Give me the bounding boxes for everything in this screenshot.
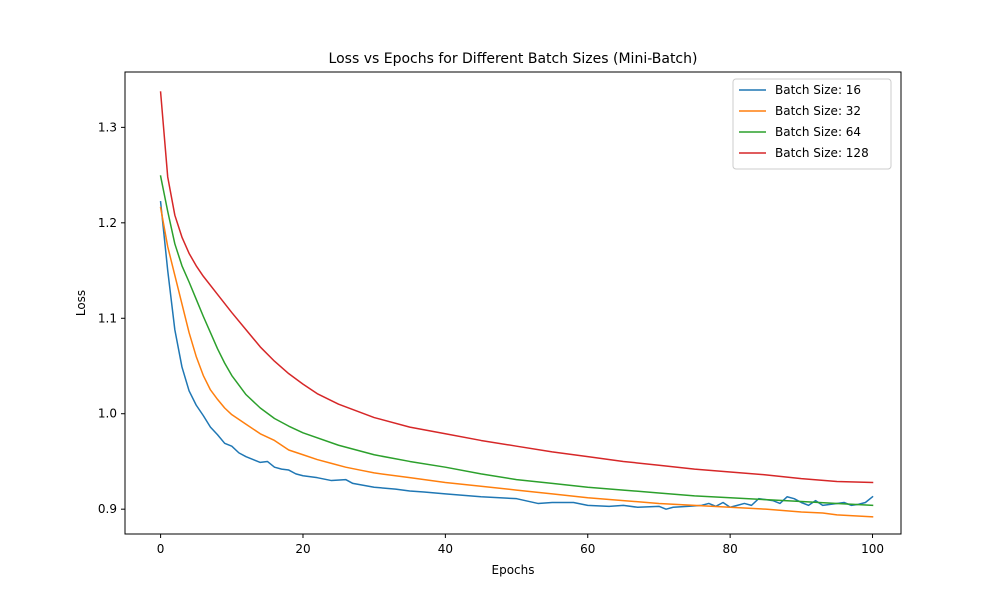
y-tick-label: 1.2 [98,216,117,230]
x-axis: 0 20 40 60 80 100 [157,534,884,556]
y-tick-label: 1.0 [98,407,117,421]
x-tick-label: 40 [438,542,453,556]
series-layer [159,91,874,518]
legend-label: Batch Size: 64 [775,125,861,139]
x-tick-label: 60 [580,542,595,556]
x-tick-label: 100 [861,542,884,556]
legend-label: Batch Size: 32 [775,104,861,118]
legend: Batch Size: 16 Batch Size: 32 Batch Size: … [732,78,892,170]
y-tick-label: 1.3 [98,120,117,134]
legend-box [732,78,892,170]
y-tick-label: 1.1 [98,311,117,325]
x-tick-label: 80 [722,542,737,556]
x-tick-label: 0 [157,542,165,556]
x-axis-label: Epochs [492,563,535,577]
chart-title: Loss vs Epochs for Different Batch Sizes… [329,51,698,67]
y-axis-label: Loss [74,290,88,316]
series-line-1 [159,206,874,518]
series-line-0 [159,200,874,510]
legend-label: Batch Size: 128 [775,146,869,160]
legend-label: Batch Size: 16 [775,83,861,97]
series-line-3 [159,91,874,484]
plot-frame [124,71,902,535]
y-tick-label: 0.9 [98,502,117,516]
series-line-2 [159,175,874,507]
y-axis: 0.9 1.0 1.1 1.2 1.3 [98,120,125,516]
x-tick-label: 20 [295,542,310,556]
